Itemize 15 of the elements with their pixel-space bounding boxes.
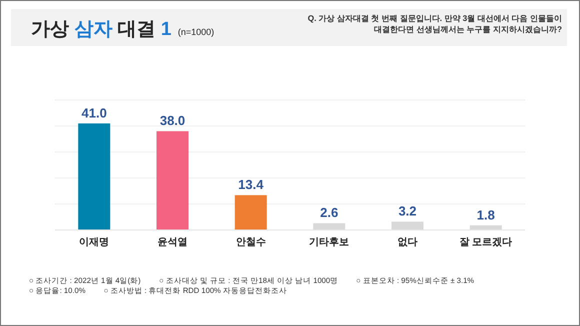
x-tick-label: 잘 모르겠다 — [459, 237, 512, 248]
data-label: 1.8 — [476, 207, 495, 222]
data-label: 13.4 — [238, 177, 264, 192]
subtitle: (n=1000) — [178, 27, 214, 37]
x-tick-label: 없다 — [398, 237, 418, 248]
x-tick-label: 안철수 — [236, 237, 266, 248]
data-label: 2.6 — [320, 205, 338, 220]
x-tick-label: 이재명 — [79, 237, 110, 248]
title: 가상 삼자 대결 1 — [31, 19, 172, 40]
data-label: 38.0 — [160, 113, 186, 128]
data-label: 3.2 — [398, 204, 417, 219]
x-tick-label: 윤석열 — [158, 237, 188, 248]
x-tick-label: 기타후보 — [309, 237, 350, 248]
data-label: 41.0 — [82, 105, 107, 120]
annotation: Q. 가상 삼자대결 첫 번째 질문입니다. 만약 3월 대선에서 다음 인물들이 대결한다면 선생님께서는 누구를 지지하시겠습니까? — [306, 13, 562, 35]
